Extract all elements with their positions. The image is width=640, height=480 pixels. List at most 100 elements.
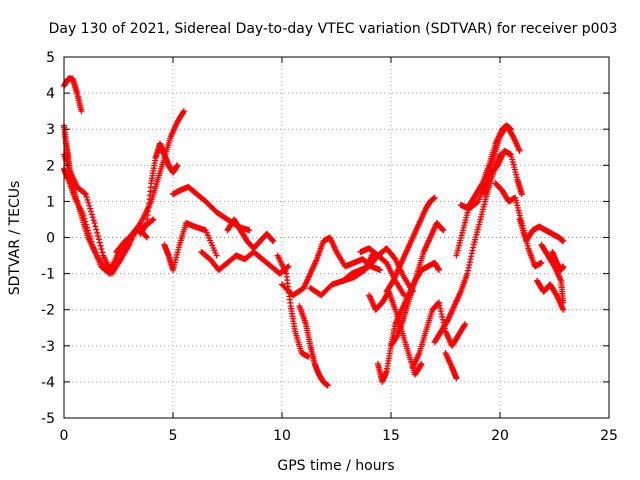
data-point-marker <box>465 264 472 271</box>
data-point-marker <box>284 264 291 271</box>
data-point-marker <box>142 233 149 240</box>
data-point-marker <box>83 221 90 228</box>
data-point-marker <box>89 214 96 221</box>
y-tick-label: 0 <box>46 231 55 247</box>
data-point-marker <box>95 233 102 240</box>
data-point-marker <box>560 263 567 270</box>
data-point-marker <box>80 212 87 219</box>
data-point-marker <box>99 249 106 256</box>
y-tick-label: -1 <box>41 267 55 283</box>
data-point-marker <box>470 244 477 251</box>
data-point-marker <box>438 311 445 318</box>
data-point-marker <box>85 199 92 206</box>
data-point-marker <box>516 147 523 154</box>
data-point-marker <box>560 238 567 245</box>
data-point-marker <box>143 234 150 241</box>
data-point-marker <box>88 208 95 215</box>
data-point-marker <box>270 238 277 245</box>
data-point-marker <box>393 333 400 340</box>
y-tick-label: -3 <box>41 339 55 355</box>
y-tick-label: 5 <box>46 50 55 66</box>
data-point-marker <box>469 247 476 254</box>
data-point-marker <box>78 108 85 115</box>
data-point-marker <box>149 217 156 224</box>
data-point-marker <box>285 263 292 270</box>
data-point-marker <box>98 246 105 253</box>
data-point-marker <box>518 191 525 198</box>
data-point-marker <box>84 227 91 234</box>
data-point-marker <box>82 191 89 198</box>
y-axis-label: SDTVAR / TECUs <box>7 181 23 296</box>
data-point-marker <box>92 223 99 230</box>
y-tick-label: 2 <box>46 158 55 174</box>
x-tick-label: 10 <box>273 428 291 444</box>
data-point-marker <box>96 239 103 246</box>
data-point-marker <box>94 229 101 236</box>
data-point-marker <box>93 226 100 233</box>
data-point-marker <box>213 252 220 259</box>
data-point-marker <box>97 242 104 249</box>
y-tick-label: -5 <box>41 411 55 427</box>
data-point-marker <box>437 305 444 312</box>
data-point-marker <box>464 270 471 277</box>
data-point-marker <box>180 109 187 116</box>
data-point-marker <box>560 299 567 306</box>
data-point-marker <box>437 308 444 315</box>
axis-ticks: 0 5 10 15 20 25 -5 -4 -3 -2 -1 0 1 2 3 4 5 <box>41 50 618 444</box>
data-point-marker <box>143 221 150 228</box>
data-point-marker <box>269 237 276 244</box>
data-point-marker <box>538 259 545 266</box>
data-point-marker <box>91 220 98 227</box>
data-point-marker <box>461 322 468 329</box>
data-point-marker <box>560 306 567 313</box>
data-point-marker <box>462 321 469 328</box>
chart-title: Day 130 of 2021, Sidereal Day-to-day VTE… <box>49 21 618 37</box>
grid-lines <box>64 57 609 418</box>
data-point-marker <box>85 230 92 237</box>
data-point-marker <box>440 227 447 234</box>
data-point-marker <box>86 233 93 240</box>
x-axis-label: GPS time / hours <box>277 458 394 474</box>
data-point-marker <box>90 217 97 224</box>
data-point-marker <box>88 211 95 218</box>
data-point-marker <box>81 190 88 197</box>
data-point-marker <box>435 266 442 273</box>
x-tick-label: 25 <box>600 428 618 444</box>
data-point-marker <box>439 313 446 320</box>
data-point-marker <box>418 360 425 367</box>
data-point-marker <box>464 267 471 274</box>
data-point-marker <box>82 218 89 225</box>
data-point-marker <box>435 299 442 306</box>
data-point-marker <box>466 261 473 268</box>
data-point-marker <box>88 238 95 245</box>
data-point-marker <box>468 253 475 260</box>
y-tick-label: -2 <box>41 303 55 319</box>
data-point-marker <box>439 316 446 323</box>
data-point-marker <box>377 266 384 273</box>
data-point-marker <box>436 302 443 309</box>
data-point-marker <box>453 375 460 382</box>
data-point-marker <box>246 227 253 234</box>
data-point-marker <box>417 361 424 368</box>
data-point-marker <box>95 236 102 243</box>
data-point-marker <box>86 202 93 209</box>
data-point-marker <box>467 256 474 263</box>
data-point-marker <box>150 216 157 223</box>
data-points <box>61 75 567 389</box>
data-point-marker <box>87 235 94 242</box>
data-point-marker <box>439 226 446 233</box>
y-tick-label: -4 <box>41 375 55 391</box>
data-point-marker <box>81 215 88 222</box>
data-point-marker <box>324 382 331 389</box>
data-point-marker <box>174 162 181 169</box>
x-tick-label: 15 <box>382 428 400 444</box>
data-point-marker <box>468 250 475 257</box>
x-tick-label: 0 <box>60 428 69 444</box>
y-tick-label: 3 <box>46 122 55 138</box>
data-point-marker <box>431 194 438 201</box>
data-point-marker <box>180 108 187 115</box>
x-tick-label: 5 <box>169 428 178 444</box>
data-point-marker <box>83 194 90 201</box>
data-point-marker <box>84 224 91 231</box>
y-tick-label: 4 <box>46 86 55 102</box>
